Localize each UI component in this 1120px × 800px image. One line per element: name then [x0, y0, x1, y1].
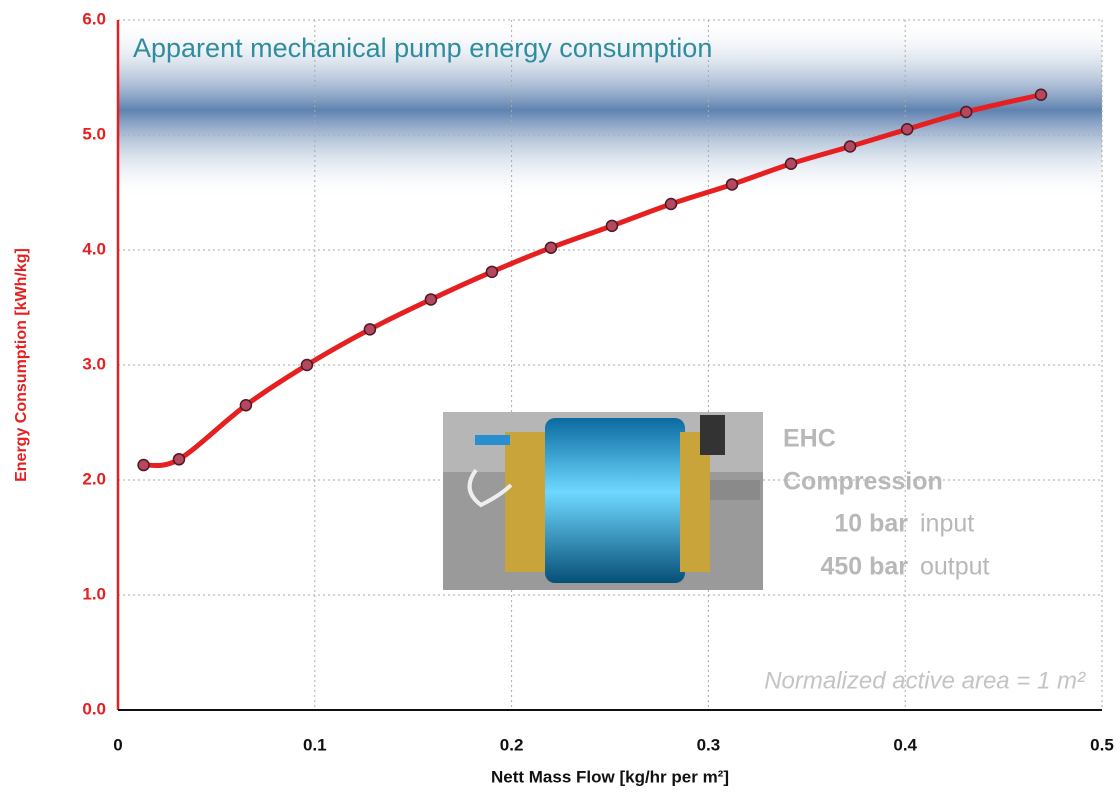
- note: Normalized active area = 1 m²: [764, 667, 1086, 694]
- data-point: [961, 107, 972, 118]
- x-tick-label: 0.3: [697, 735, 721, 754]
- x-axis-label: Nett Mass Flow [kg/hr per m²]: [491, 767, 729, 786]
- output-value: 450 bar: [820, 553, 908, 581]
- data-point: [425, 294, 436, 305]
- data-point: [1035, 89, 1046, 100]
- data-point: [138, 460, 149, 471]
- data-point: [606, 220, 617, 231]
- data-point: [364, 324, 375, 335]
- page: Apparent mechanical pump energy consumpt…: [0, 0, 1120, 800]
- y-tick-label: 2.0: [82, 469, 106, 488]
- data-point: [845, 141, 856, 152]
- y-tick-label: 3.0: [82, 354, 106, 373]
- y-tick-label: 1.0: [82, 584, 106, 603]
- data-point: [486, 266, 497, 277]
- y-tick-label: 5.0: [82, 124, 106, 143]
- data-point: [666, 199, 677, 210]
- y-tick-label: 6.0: [82, 9, 106, 28]
- data-point: [786, 158, 797, 169]
- x-tick-label: 0.2: [500, 735, 524, 754]
- photo: [443, 412, 763, 590]
- y-tick-label: 4.0: [82, 239, 106, 258]
- chart: Apparent mechanical pump energy consumpt…: [0, 0, 1120, 795]
- x-tick-label: 0.4: [893, 735, 917, 754]
- data-point: [174, 454, 185, 465]
- x-tick-label: 0.1: [303, 735, 327, 754]
- y-axis-label: Energy Consumption [kWh/kg]: [13, 248, 30, 482]
- x-tick-label: 0.5: [1090, 735, 1114, 754]
- data-point: [240, 400, 251, 411]
- data-point: [902, 124, 913, 135]
- data-point: [727, 179, 738, 190]
- x-tick-label: 0: [113, 735, 122, 754]
- photo-title: EHC: [783, 425, 836, 453]
- y-tick-label: 0.0: [82, 699, 106, 718]
- input-label: input: [920, 510, 974, 538]
- data-point: [301, 360, 312, 371]
- photo-subtitle: Compression: [783, 468, 943, 496]
- output-label: output: [920, 553, 990, 581]
- band-label: Apparent mechanical pump energy consumpt…: [133, 33, 712, 63]
- data-point: [545, 242, 556, 253]
- input-value: 10 bar: [834, 510, 908, 538]
